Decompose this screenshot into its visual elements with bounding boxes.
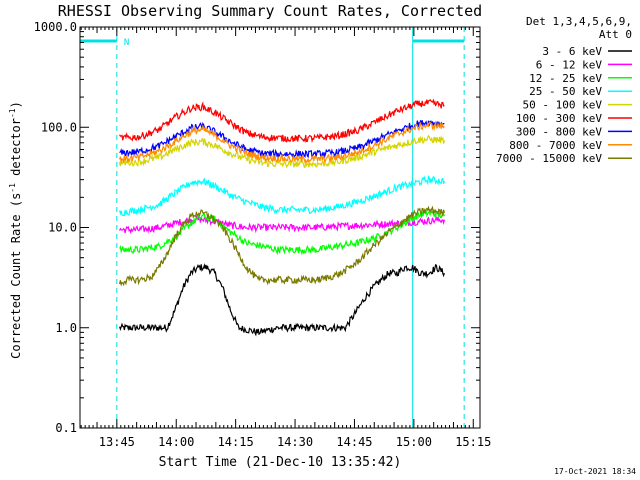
x-tick-label: 13:45 xyxy=(99,435,135,449)
legend-label: 6 - 12 keV xyxy=(536,58,603,71)
series-line-7 xyxy=(119,120,445,165)
legend-label: 25 - 50 keV xyxy=(529,85,602,98)
legend-label: 50 - 100 keV xyxy=(523,99,603,112)
legend-entry: 12 - 25 keV xyxy=(529,72,632,85)
y-axis-label: Corrected Count Rate (s-1 detector-1) xyxy=(8,101,23,359)
x-tick-label: 14:45 xyxy=(336,435,372,449)
legend-entry: 6 - 12 keV xyxy=(536,58,632,71)
legend-label: 12 - 25 keV xyxy=(529,72,602,85)
x-tick-label: 14:00 xyxy=(158,435,194,449)
series-line-3 xyxy=(119,174,445,217)
series-lines xyxy=(119,98,445,337)
series-line-4 xyxy=(119,134,445,169)
legend-label: 300 - 800 keV xyxy=(516,125,602,138)
x-axis-label: Start Time (21-Dec-10 13:35:42) xyxy=(159,455,402,470)
timestamp: 17-Oct-2021 18:34 xyxy=(554,467,636,476)
axis-ticks: 0.1 1.0 10.0 100.0 1000.0 13:45 14:00 14:15 14:3… xyxy=(34,20,492,449)
x-tick-label: 14:15 xyxy=(218,435,254,449)
y-tick-label: 10.0 xyxy=(48,221,77,235)
legend-entry: 7000 - 15000 keV xyxy=(496,152,632,165)
legend-entry: 25 - 50 keV xyxy=(529,85,632,98)
x-tick-label: 15:00 xyxy=(396,435,432,449)
legend-entry: 50 - 100 keV xyxy=(523,99,632,112)
series-line-0 xyxy=(119,262,445,337)
x-tick-label: 15:15 xyxy=(455,435,491,449)
legend-label: 100 - 300 keV xyxy=(516,112,602,125)
legend-entry: 100 - 300 keV xyxy=(516,112,632,125)
series-line-1 xyxy=(119,214,445,235)
x-tick-label: 14:30 xyxy=(277,435,313,449)
legend-label: 7000 - 15000 keV xyxy=(496,152,602,165)
legend-header-detectors: Det 1,3,4,5,6,9, xyxy=(526,15,632,28)
legend-label: 3 - 6 keV xyxy=(542,45,602,58)
series-line-8 xyxy=(119,205,445,287)
y-tick-label: 0.1 xyxy=(55,421,77,435)
series-line-2 xyxy=(119,208,445,256)
legend-entry: 3 - 6 keV xyxy=(542,45,632,58)
chart-title: RHESSI Observing Summary Count Rates, Co… xyxy=(58,2,482,20)
legend-entry: 800 - 7000 keV xyxy=(509,139,632,152)
series-line-5 xyxy=(119,98,445,144)
marker-label: N xyxy=(124,38,129,48)
legend-entry: 300 - 800 keV xyxy=(516,125,632,138)
y-tick-label: 1.0 xyxy=(55,321,77,335)
attenuator-marker-1 xyxy=(412,27,465,428)
y-tick-label: 1000.0 xyxy=(34,20,77,34)
y-tick-label: 100.0 xyxy=(41,120,77,134)
legend-header-attenuator: Att 0 xyxy=(599,28,632,41)
legend-label: 800 - 7000 keV xyxy=(509,139,602,152)
